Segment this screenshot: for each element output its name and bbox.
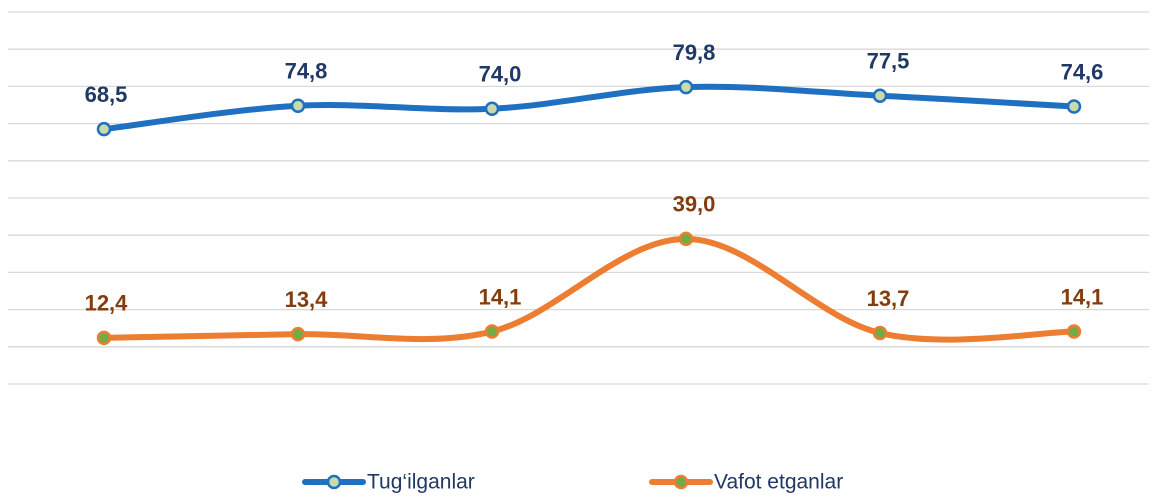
legend-marker: [673, 474, 689, 490]
series-line: [101, 235, 1077, 343]
marker: [678, 79, 694, 95]
marker: [678, 231, 694, 247]
value-label: 14,1: [1061, 284, 1104, 309]
value-label: 74,0: [479, 62, 522, 87]
marker: [484, 101, 500, 116]
value-label: 74,8: [285, 59, 328, 84]
marker: [484, 324, 500, 339]
value-label: 14,1: [479, 284, 522, 309]
value-label: 79,8: [673, 40, 716, 65]
value-label: 13,7: [867, 286, 910, 311]
marker: [290, 326, 306, 342]
marker: [872, 88, 888, 103]
legend-label: Vafot etganlar: [714, 471, 843, 494]
legend-label: Tug‘ilganlar: [367, 471, 475, 494]
value-label: 39,0: [673, 192, 716, 217]
marker: [96, 330, 112, 346]
value-label: 68,5: [85, 82, 128, 107]
legend-marker: [326, 474, 342, 490]
marker: [290, 98, 306, 113]
value-label: 13,4: [285, 287, 329, 312]
marker: [1066, 324, 1082, 339]
marker: [96, 121, 112, 137]
marker: [872, 325, 888, 341]
marker: [1066, 99, 1082, 114]
value-label: 12,4: [85, 291, 129, 316]
value-label: 74,6: [1061, 59, 1104, 84]
series-line: [101, 83, 1077, 133]
value-label: 77,5: [867, 49, 910, 74]
